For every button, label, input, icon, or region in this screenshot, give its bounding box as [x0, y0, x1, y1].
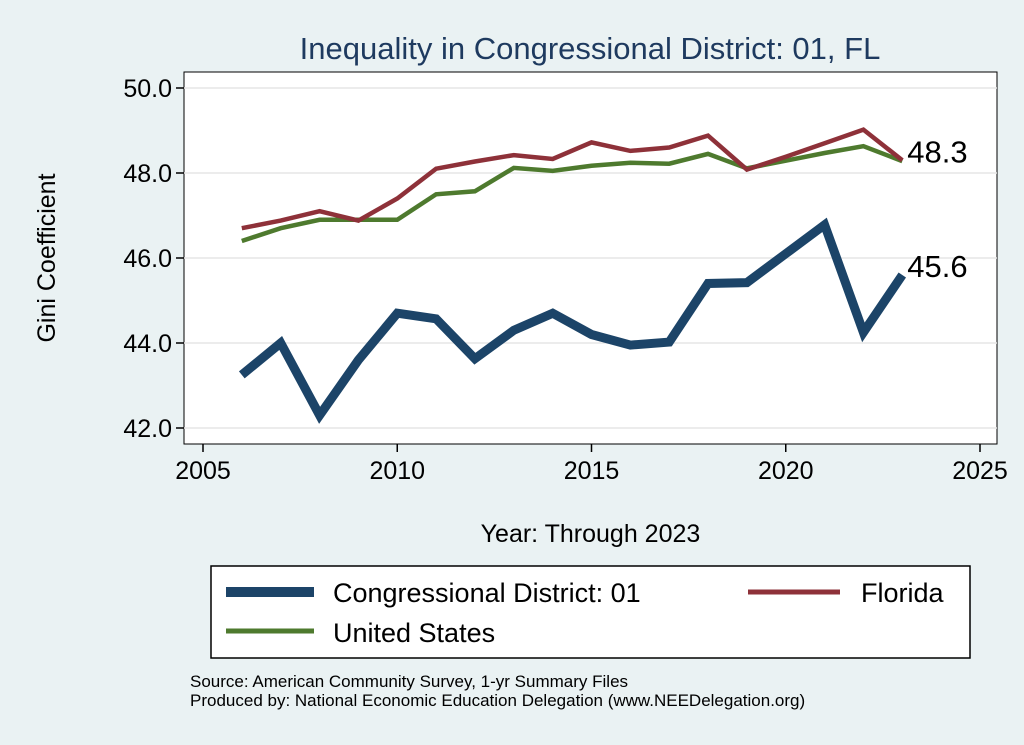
chart-title: Inequality in Congressional District: 01… [300, 31, 881, 66]
end-label-0: 45.6 [907, 249, 967, 284]
series-line-florida [241, 127, 904, 231]
series-layer [238, 127, 907, 424]
x-tick-label: 2015 [564, 457, 620, 485]
y-tick-label: 44.0 [123, 330, 172, 358]
source-line: Source: American Community Survey, 1-yr … [190, 672, 629, 691]
x-axis-label: Year: Through 2023 [481, 520, 701, 548]
series-line-congressional-district-01 [238, 217, 907, 424]
y-tick-label: 42.0 [123, 415, 172, 443]
end-labels: 45.6 48.3 [907, 134, 967, 284]
source-note: Source: American Community Survey, 1-yr … [190, 672, 805, 710]
x-tick-label: 2010 [369, 457, 425, 485]
x-tick-label: 2020 [758, 457, 814, 485]
y-tick-label: 46.0 [123, 245, 172, 273]
end-label-1: 48.3 [907, 134, 967, 169]
x-tick-label: 2025 [952, 457, 1008, 485]
y-tick-label: 48.0 [123, 160, 172, 188]
y-axis-label: Gini Coefficient [33, 173, 61, 342]
y-tick-label: 50.0 [123, 75, 172, 103]
axes: 42.0 44.0 46.0 48.0 50.0 2005 2010 2015 2020 2025 [123, 75, 1007, 485]
chart: Inequality in Congressional District: 01… [33, 31, 1008, 659]
legend-label-district: Congressional District: 01 [333, 578, 641, 608]
legend: Congressional District: 01 Florida Unite… [210, 565, 971, 659]
producer-line: Produced by: National Economic Education… [190, 691, 806, 710]
x-tick-label: 2005 [175, 457, 231, 485]
legend-box [210, 565, 971, 659]
grid-lines [184, 87, 997, 429]
legend-label-florida: Florida [861, 578, 945, 608]
legend-label-us: United States [333, 618, 495, 648]
